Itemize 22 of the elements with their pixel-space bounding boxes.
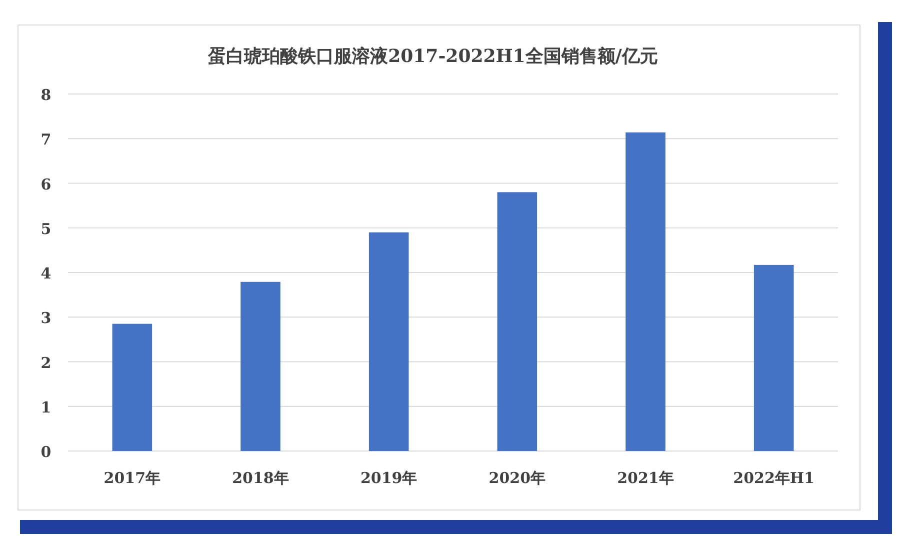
- chart-title: 蛋白琥珀酸铁口服溶液2017-2022H1全国销售额/亿元: [207, 46, 658, 67]
- x-tick-label: 2022年H1: [733, 469, 815, 487]
- y-tick-label: 1: [40, 398, 52, 416]
- bar: [497, 192, 538, 451]
- y-tick-label: 4: [40, 264, 52, 282]
- x-tick-label: 2020年: [488, 469, 546, 487]
- bar: [240, 282, 280, 451]
- bar: [112, 324, 152, 451]
- bar: [626, 132, 666, 451]
- bar: [368, 232, 409, 451]
- x-tick-label: 2019年: [360, 469, 418, 487]
- y-tick-label: 0: [40, 443, 52, 461]
- y-tick-label: 2: [40, 354, 52, 372]
- x-tick-label: 2017年: [104, 469, 161, 487]
- y-tick-label: 5: [40, 220, 52, 238]
- y-tick-label: 6: [40, 175, 52, 194]
- x-tick-label: 2021年: [617, 469, 674, 487]
- y-tick-label: 8: [40, 86, 52, 104]
- y-tick-label: 7: [40, 130, 52, 149]
- y-tick-label: 3: [40, 309, 52, 328]
- x-tick-label: 2018年: [232, 469, 289, 487]
- bar: [754, 264, 794, 451]
